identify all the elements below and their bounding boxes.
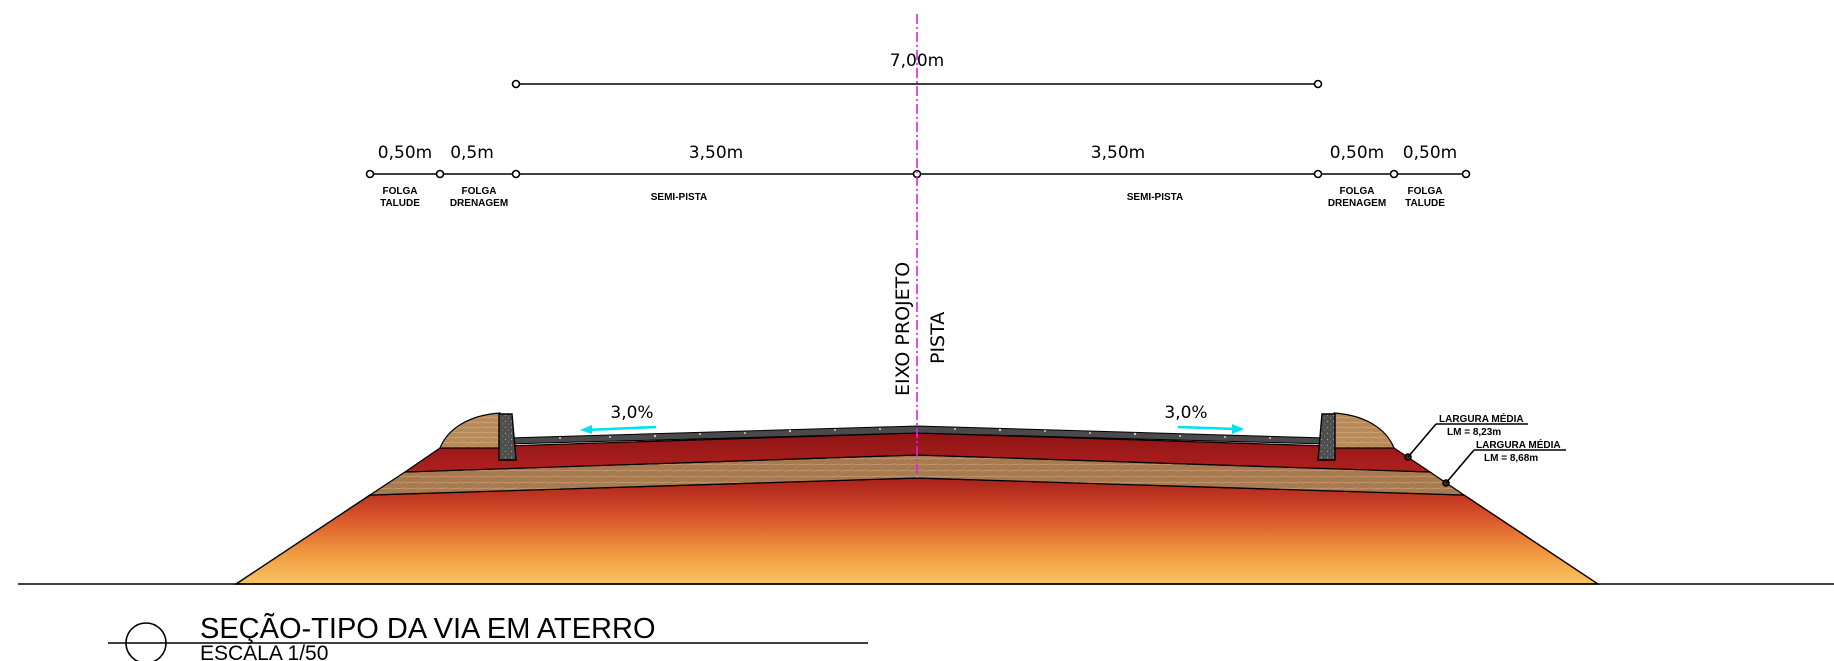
lower-width-value: LM = 8,68m bbox=[1484, 453, 1538, 464]
left-talude-label-2: TALUDE bbox=[380, 198, 420, 209]
drawing-title: SEÇÃO-TIPO DA VIA EM ATERRO bbox=[200, 611, 656, 645]
left-talude-width: 0,50m bbox=[378, 143, 432, 163]
asphalt-speckles bbox=[559, 428, 1271, 439]
upper-width-title: LARGURA MÉDIA bbox=[1439, 412, 1524, 425]
drawing-scale: ESCALA 1/50 bbox=[200, 642, 328, 661]
left-drenagem-label-1: FOLGA bbox=[462, 186, 497, 197]
left-curb-mound bbox=[439, 412, 501, 449]
right-drenagem-label-1: FOLGA bbox=[1340, 186, 1375, 197]
section-marker-circle bbox=[125, 622, 167, 661]
embankment bbox=[233, 412, 1601, 585]
total-dimension: 7,00m bbox=[511, 51, 1323, 89]
left-semi-pista-label: SEMI-PISTA bbox=[651, 192, 707, 203]
right-slope-label: 3,0% bbox=[1164, 403, 1207, 423]
axis-label-pista: PISTA bbox=[927, 312, 949, 364]
total-width-label: 7,00m bbox=[890, 51, 944, 71]
left-curb bbox=[498, 413, 517, 461]
right-talude-label-1: FOLGA bbox=[1408, 186, 1443, 197]
right-curb-mound bbox=[1333, 412, 1395, 449]
right-slope-indicator: 3,0% bbox=[1164, 403, 1244, 434]
left-talude-label-1: FOLGA bbox=[383, 186, 418, 197]
left-slope-label: 3,0% bbox=[610, 403, 653, 423]
axis-label-eixo: EIXO PROJETO bbox=[892, 262, 914, 396]
right-semi-pista-width: 3,50m bbox=[1091, 143, 1145, 163]
title-block: SEÇÃO-TIPO DA VIA EM ATERRO ESCALA 1/50 bbox=[108, 611, 868, 661]
left-drenagem-label-2: DRENAGEM bbox=[450, 198, 508, 209]
left-slope-indicator: 3,0% bbox=[580, 403, 657, 434]
left-semi-pista-width: 3,50m bbox=[689, 143, 743, 163]
right-talude-label-2: TALUDE bbox=[1405, 198, 1445, 209]
width-callouts: LARGURA MÉDIA LM = 8,23m LARGURA MÉDIA L… bbox=[1404, 412, 1566, 487]
upper-width-value: LM = 8,23m bbox=[1447, 427, 1501, 438]
right-drenagem-width: 0,50m bbox=[1330, 143, 1384, 163]
right-slope-arrowhead bbox=[1232, 424, 1244, 434]
left-drenagem-width: 0,5m bbox=[450, 143, 494, 163]
right-talude-width: 0,50m bbox=[1403, 143, 1457, 163]
right-semi-pista-label: SEMI-PISTA bbox=[1127, 192, 1183, 203]
embankment-fill bbox=[233, 477, 1601, 585]
right-drenagem-label-2: DRENAGEM bbox=[1328, 198, 1386, 209]
lower-width-title: LARGURA MÉDIA bbox=[1476, 438, 1561, 451]
right-curb bbox=[1317, 413, 1336, 461]
left-slope-arrowhead bbox=[580, 425, 592, 434]
partial-dimensions: 0,50m 0,5m 3,50m 3,50m 0,50m 0,50m FOLGA… bbox=[365, 143, 1471, 209]
